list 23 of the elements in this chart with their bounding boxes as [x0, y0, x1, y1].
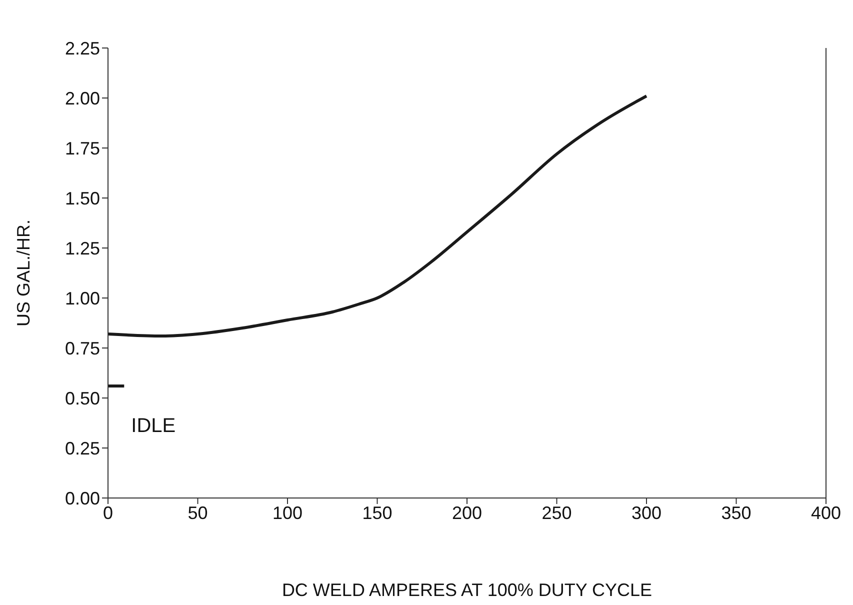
x-tick-label: 350 [721, 502, 752, 523]
x-axis-title: DC WELD AMPERES AT 100% DUTY CYCLE [282, 580, 652, 600]
x-tick-label: 0 [102, 502, 114, 523]
y-tick-label: 2.00 [64, 88, 100, 108]
y-tick-label: 1.25 [64, 238, 100, 258]
x-tick-label: 400 [810, 502, 842, 523]
x-tick-label: 200 [452, 502, 482, 523]
x-tick-label: 150 [362, 502, 392, 523]
x-tick-label: 50 [188, 502, 208, 523]
x-tick-label: 100 [272, 502, 303, 523]
y-tick-label: 0.75 [64, 338, 100, 358]
y-tick-label: 1.00 [64, 288, 100, 308]
x-tick-label: 250 [542, 502, 572, 523]
y-tick-label: 1.75 [64, 138, 100, 158]
annotation: IDLE [131, 415, 176, 437]
y-tick-label: 2.25 [64, 38, 100, 58]
x-tick-label: 300 [631, 502, 662, 523]
y-tick-label: 1.50 [64, 188, 100, 208]
y-tick-label: 0.25 [64, 438, 100, 458]
line-series [108, 94, 648, 338]
y-tick-label: 0.00 [64, 488, 100, 508]
y-axis-title: US GAL./HR. [13, 219, 34, 327]
y-tick-label: 0.50 [64, 388, 100, 408]
